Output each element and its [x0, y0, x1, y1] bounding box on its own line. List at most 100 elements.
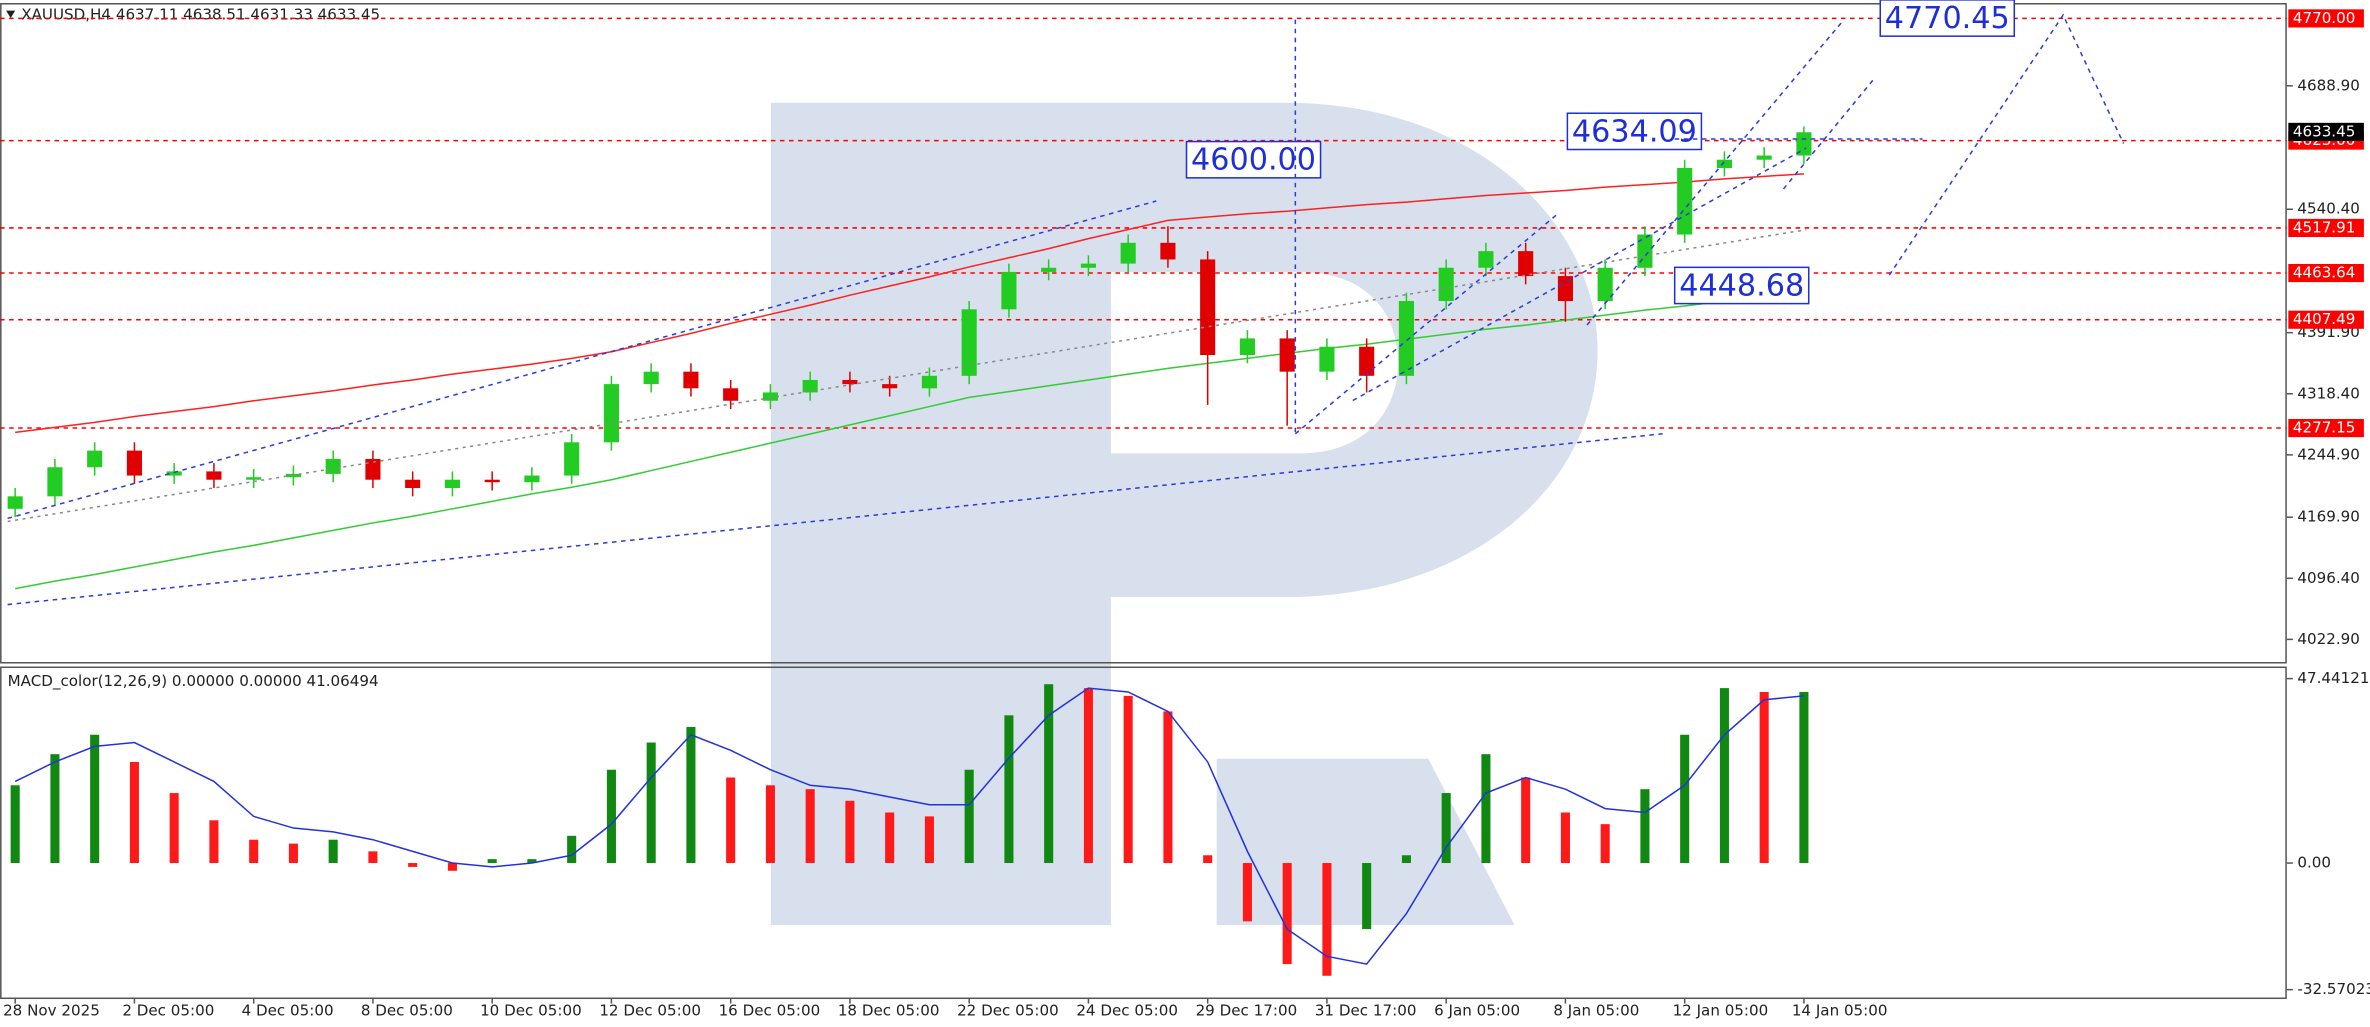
macd-bar	[1242, 863, 1252, 922]
macd-bar	[1004, 715, 1014, 864]
macd-bar	[1282, 863, 1292, 965]
candle-body	[444, 479, 460, 489]
y-tick-label: 0.00	[2297, 854, 2331, 872]
macd-bar	[1481, 754, 1491, 864]
macd-bar	[1203, 855, 1213, 864]
x-tick-label: 2 Dec 05:00	[122, 1002, 214, 1020]
price-annotation: 4600.00	[1191, 143, 1316, 178]
macd-bar	[1759, 691, 1769, 864]
y-tick-label: 4244.90	[2297, 445, 2359, 463]
price-annotation-box	[1879, 0, 2016, 37]
macd-pane-border	[0, 666, 2287, 1000]
candle-body	[762, 392, 778, 401]
candle-body	[47, 467, 63, 497]
y-tick-label: -32.57023	[2297, 980, 2370, 998]
x-tick-label: 29 Dec 17:00	[1196, 1002, 1298, 1020]
macd-bar	[408, 863, 418, 867]
price-annotation: 4770.45	[1885, 1, 2010, 36]
candle-body	[365, 458, 381, 480]
level-label-box	[2288, 310, 2364, 329]
moving-average	[15, 290, 1805, 590]
candle-body	[1677, 168, 1693, 235]
level-label: 4277.15	[2293, 419, 2355, 437]
candle-body	[1438, 267, 1454, 302]
macd-bar	[328, 839, 338, 864]
macd-bar	[487, 859, 497, 864]
candle-body	[1041, 267, 1057, 272]
candle-body	[87, 450, 103, 468]
y-tick-label: 4169.90	[2297, 508, 2359, 526]
last-price-box	[2288, 122, 2364, 141]
candle-body	[1120, 242, 1136, 264]
macd-bar	[1521, 777, 1531, 864]
macd-bar	[885, 812, 895, 864]
candle-body	[1518, 251, 1534, 277]
macd-bar	[1123, 695, 1133, 864]
candle-body	[1756, 155, 1772, 160]
candle-body	[1359, 346, 1375, 376]
candle-body	[1796, 132, 1812, 156]
macd-bar	[686, 726, 696, 864]
macd-bar	[1322, 863, 1332, 976]
candle-body	[166, 471, 182, 476]
candle-body	[484, 479, 500, 483]
candle-body	[1716, 159, 1732, 169]
candle-body	[802, 379, 818, 393]
price-pane-border	[0, 3, 2287, 664]
candle-body	[1001, 271, 1017, 310]
price-annotation-box	[1566, 112, 1703, 151]
candle-body	[842, 379, 858, 385]
macd-bar	[1600, 824, 1610, 864]
level-label: 4517.91	[2293, 218, 2355, 236]
candle-body	[1239, 338, 1255, 356]
candle-body	[7, 496, 23, 509]
candle-body	[1319, 346, 1335, 372]
x-tick-label: 12 Dec 05:00	[599, 1002, 701, 1020]
x-tick-label: 6 Jan 05:00	[1434, 1002, 1520, 1020]
level-label: 4463.64	[2293, 264, 2355, 282]
macd-bar	[209, 820, 219, 864]
x-tick-label: 10 Dec 05:00	[480, 1002, 582, 1020]
candle-body	[723, 388, 739, 401]
candle-body	[405, 479, 421, 489]
trend-line	[1586, 19, 1845, 326]
macd-bar	[567, 835, 577, 864]
candle-body	[961, 309, 977, 376]
macd-bar	[90, 734, 100, 864]
candle-body	[1080, 263, 1096, 268]
candle-body	[325, 458, 341, 474]
macd-bar	[606, 769, 616, 864]
candle-body	[1200, 259, 1216, 356]
trend-line	[1294, 214, 1558, 435]
price-annotation-box	[1185, 140, 1322, 179]
candle-body	[603, 384, 619, 443]
x-tick-label: 8 Dec 05:00	[361, 1002, 453, 1020]
x-tick-label: 14 Jan 05:00	[1792, 1002, 1888, 1020]
macd-bar	[288, 843, 298, 864]
x-tick-label: 28 Nov 2025	[3, 1002, 100, 1020]
x-tick-label: 8 Jan 05:00	[1553, 1002, 1639, 1020]
macd-bar	[10, 785, 20, 864]
signal-line	[14, 687, 1804, 965]
macd-bar	[964, 769, 974, 864]
macd-bar	[765, 785, 775, 864]
x-tick-label: 4 Dec 05:00	[242, 1002, 334, 1020]
x-tick-label: 31 Dec 17:00	[1315, 1002, 1417, 1020]
macd-bar	[1640, 789, 1650, 864]
macd-bar	[646, 742, 656, 864]
macd-bar	[805, 789, 815, 864]
macd-bar	[129, 761, 139, 864]
trend-lines	[7, 13, 2125, 606]
y-tick-label: 4318.40	[2297, 384, 2359, 402]
candle-body	[1597, 267, 1613, 302]
macd-bar	[726, 777, 736, 864]
candle-body	[643, 371, 659, 385]
candle-body	[1279, 338, 1295, 372]
x-tick-label: 22 Dec 05:00	[957, 1002, 1059, 1020]
candle-body	[1478, 251, 1494, 268]
macd-bar	[169, 793, 179, 864]
candle-body	[206, 471, 222, 480]
x-tick-label: 16 Dec 05:00	[719, 1002, 821, 1020]
level-label: 4770.00	[2293, 9, 2355, 27]
